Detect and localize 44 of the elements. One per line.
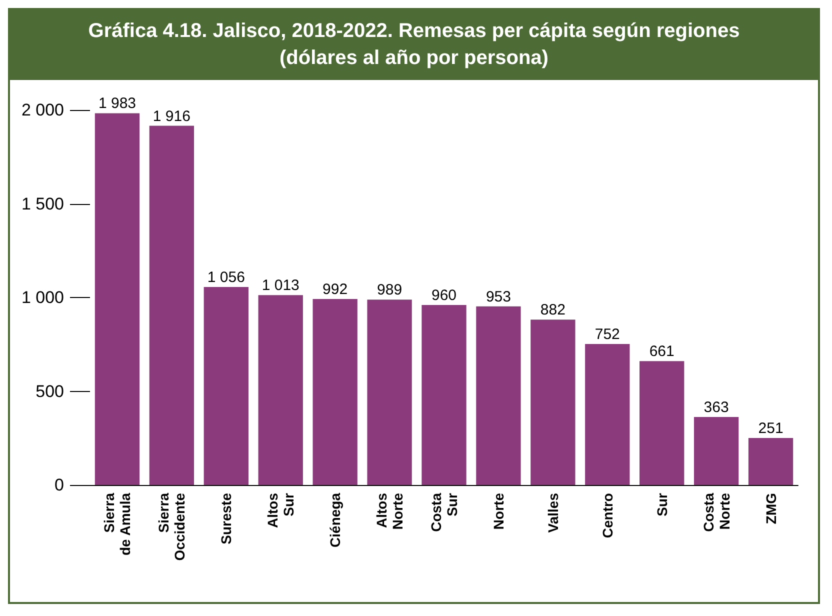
bar bbox=[204, 287, 248, 485]
bar bbox=[694, 416, 739, 485]
data-label: 960 bbox=[431, 287, 457, 304]
bar bbox=[422, 305, 466, 485]
data-label: 1 983 bbox=[98, 95, 136, 112]
y-tick-label: 0 bbox=[54, 476, 64, 494]
data-label: 989 bbox=[377, 282, 402, 299]
x-tick-label: Altos Sur bbox=[264, 492, 297, 528]
bar bbox=[530, 320, 576, 485]
x-tick-label: Norte bbox=[490, 492, 506, 530]
bar bbox=[640, 361, 684, 485]
data-label: 1 013 bbox=[262, 277, 300, 294]
x-tick-label: Costa Norte bbox=[700, 492, 732, 532]
y-tick-label: 2 000 bbox=[21, 100, 64, 120]
data-label: 752 bbox=[594, 326, 620, 343]
x-tick-label: ZMG bbox=[762, 492, 779, 524]
bar bbox=[367, 300, 412, 485]
data-label: 1 916 bbox=[152, 108, 190, 125]
bar bbox=[149, 126, 194, 485]
x-tick-label: Costa Sur bbox=[428, 492, 460, 532]
data-label: 1 056 bbox=[207, 269, 245, 286]
data-label: 363 bbox=[704, 398, 729, 416]
bar bbox=[585, 344, 630, 485]
bar bbox=[94, 113, 140, 485]
x-tick-label: Sureste bbox=[218, 492, 234, 544]
bar bbox=[258, 295, 303, 485]
x-tick-label: Centro bbox=[599, 493, 616, 538]
y-tick-label: 500 bbox=[36, 382, 64, 401]
chart-title: Gráfica 4.18. Jalisco, 2018-2022. Remesas per cápita según regiones (dólares al año por persona) bbox=[10, 10, 818, 80]
x-tick-label: Ciénega bbox=[327, 492, 344, 548]
x-tick-label: Sierra de Amula bbox=[101, 492, 134, 556]
data-label: 882 bbox=[540, 302, 566, 319]
data-label: 251 bbox=[758, 420, 784, 437]
x-tick-label: Sur bbox=[654, 492, 670, 516]
y-tick-label: 1 000 bbox=[21, 288, 64, 307]
bar bbox=[312, 299, 358, 485]
bar bbox=[476, 306, 521, 485]
bar bbox=[748, 438, 794, 485]
data-label: 992 bbox=[322, 281, 348, 298]
data-label: 661 bbox=[649, 343, 674, 360]
data-label: 953 bbox=[486, 288, 511, 306]
x-tick-label: Valles bbox=[544, 492, 561, 533]
x-tick-label: Altos Norte bbox=[374, 492, 406, 530]
y-tick-label: 1 500 bbox=[21, 194, 64, 214]
